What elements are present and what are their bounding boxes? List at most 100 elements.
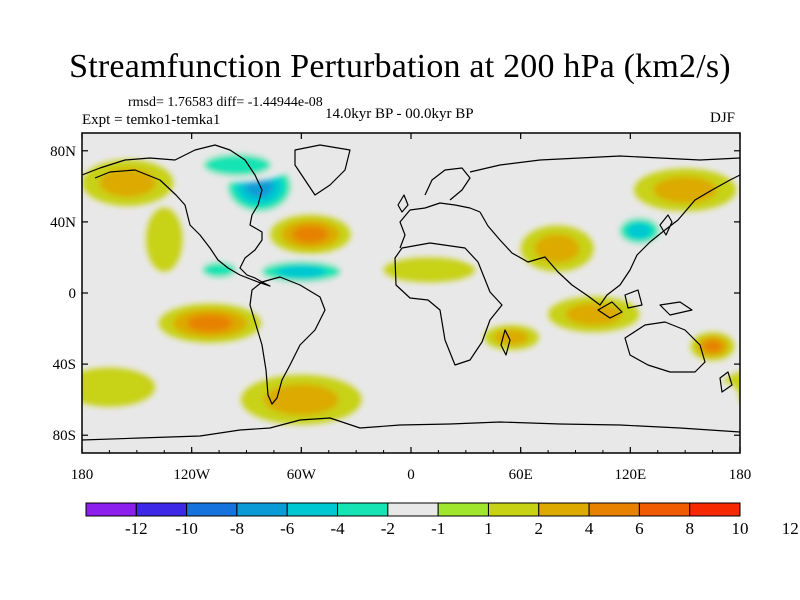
anomaly-14: [456, 234, 512, 263]
coastline-australia: [624, 321, 706, 373]
anomaly-2: [270, 214, 351, 254]
colorbar-swatch-2: [186, 502, 238, 517]
x-tick-label: 0: [407, 467, 415, 483]
anomaly-13-band-0: [383, 257, 475, 283]
y-tick-label: 80S: [53, 428, 76, 444]
coastline-scandinavia: [424, 167, 471, 201]
anomaly-8-band-1: [99, 168, 156, 197]
x-tick-label: 60E: [509, 467, 533, 483]
coastlines: [82, 144, 740, 441]
anomaly-4-band-1: [202, 262, 236, 278]
colorbar-label: -12: [125, 519, 148, 538]
anomaly-3-band-2: [276, 265, 326, 278]
colorbar-label: 8: [685, 519, 694, 538]
anomaly-20: [690, 332, 735, 361]
colorbar-label: 1: [484, 519, 493, 538]
y-tick-label: 80N: [50, 144, 76, 160]
anomaly-22: [502, 360, 613, 386]
anomaly-11: [401, 177, 530, 214]
anomaly-8: [82, 159, 174, 206]
anomaly-22-band-0: [502, 360, 613, 386]
colorbar-swatch-6: [387, 502, 439, 517]
coastline-arctic-siberia: [469, 155, 740, 173]
coastline-africa: [394, 242, 503, 366]
colorbar: -12 -10 -8 -6 -4 -2 -1 1 2 4 6 8 10 12: [85, 502, 799, 538]
anomaly-20-band-2: [702, 340, 723, 353]
anomaly-5: [158, 303, 262, 343]
coastline-new-zealand: [719, 371, 733, 393]
colorbar-swatch-10: [588, 502, 640, 517]
colorbar-swatch-0: [85, 502, 137, 517]
anomaly-16-band-1: [494, 329, 529, 346]
anomaly-1-band-1: [203, 154, 272, 176]
anomaly-17-band-1: [565, 303, 622, 326]
x-tick-label: 180: [71, 467, 94, 483]
coastline-indonesia: [597, 301, 623, 319]
coastline-antarctica: [82, 417, 740, 441]
anomaly-18: [612, 213, 667, 249]
coastline-britain: [397, 194, 409, 213]
x-tick-label: 120W: [173, 467, 211, 483]
anomaly-5-band-2: [187, 314, 233, 332]
colorbar-label: 6: [635, 519, 644, 538]
anomaly-4: [191, 257, 247, 283]
anomaly-19-band-1: [653, 176, 717, 204]
y-tick-label: 0: [69, 286, 77, 302]
coastline-europe: [399, 202, 481, 249]
colorbar-swatch-7: [437, 502, 489, 517]
colorbar-label: -1: [431, 519, 445, 538]
x-tick-label: 180: [729, 467, 752, 483]
anomaly-21: [703, 381, 740, 418]
anomaly-2-band-2: [292, 225, 329, 244]
colorbar-swatch-5: [337, 502, 389, 517]
colorbar-label: 2: [535, 519, 544, 538]
anomaly-10-band-0: [334, 165, 379, 208]
coastline-north-america: [82, 144, 271, 287]
colorbar-label: 12: [782, 519, 799, 538]
colorbar-label: -4: [330, 519, 345, 538]
colorbar-label: 4: [585, 519, 594, 538]
anomaly-1: [182, 147, 293, 183]
colorbar-swatch-3: [236, 502, 288, 517]
colorbar-label: -10: [175, 519, 198, 538]
colorbar-label: -6: [280, 519, 294, 538]
colorbar-swatch-1: [135, 502, 188, 517]
anomaly-11-band-0: [401, 177, 530, 214]
anomaly-6-band-1: [264, 384, 339, 415]
y-tick-label: 40S: [53, 357, 76, 373]
colorbar-swatch-9: [538, 502, 590, 517]
colorbar-label: -8: [230, 519, 244, 538]
colorbar-swatch-4: [286, 502, 339, 517]
colorbar-swatch-12: [689, 502, 741, 517]
coastline-south-america: [249, 276, 326, 405]
anomaly-6: [241, 374, 362, 425]
anomaly-21-band-0: [703, 381, 740, 418]
coastline-new-guinea: [659, 301, 693, 316]
coastline-greenland: [294, 144, 351, 196]
stats-label: rmsd= 1.76583 diff= -1.44944e-08: [128, 95, 323, 110]
chart-title: Streamfunction Perturbation at 200 hPa (…: [69, 48, 731, 85]
coastline-borneo: [624, 289, 643, 309]
colorbar-swatch-11: [638, 502, 691, 517]
anomaly-10: [334, 165, 379, 208]
axis-ticks: 180 120W 60W 0 60E 120E 180 80N 40N 0 40S 80S: [50, 133, 751, 483]
coastline-asia: [479, 174, 740, 306]
anomaly-9-band-0: [145, 207, 183, 272]
anomaly-12-band-1: [534, 234, 580, 263]
anomaly-17: [548, 296, 640, 333]
anomaly-7: [82, 367, 156, 407]
anomaly-18-band-2: [627, 222, 652, 239]
anomaly-15-band-0: [420, 296, 530, 325]
anomaly-15: [420, 296, 530, 325]
y-tick-label: 40N: [50, 215, 76, 231]
anomaly-7-band-0: [82, 367, 156, 407]
experiment-label: Expt = temko1-temka1: [82, 112, 221, 128]
season-label: DJF: [710, 110, 736, 126]
anomaly-13: [383, 257, 475, 283]
colorbar-swatch-8: [487, 502, 540, 517]
x-tick-label: 120E: [614, 467, 646, 483]
coastline-madagascar: [500, 329, 511, 356]
x-tick-label: 60W: [287, 467, 317, 483]
anomaly-9: [145, 207, 183, 272]
